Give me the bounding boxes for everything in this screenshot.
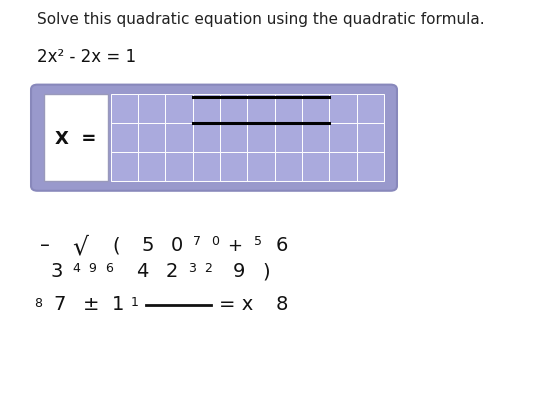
Text: 0: 0 [171,236,184,255]
Bar [275,124,302,153]
Bar [111,124,138,153]
Bar [247,153,275,182]
Bar [111,153,138,182]
Text: 8: 8 [276,294,288,313]
Bar [302,95,330,124]
Text: 8: 8 [34,297,42,310]
Text: 2: 2 [166,262,178,281]
Text: 6: 6 [105,262,113,275]
Text: 5: 5 [254,235,262,248]
Bar [247,95,275,124]
Bar [165,153,193,182]
Text: ): ) [262,262,270,281]
Bar [275,153,302,182]
Bar [220,95,247,124]
Bar [247,124,275,153]
Text: ±: ± [83,294,100,313]
Text: 6: 6 [276,236,288,255]
Text: 9: 9 [88,262,96,275]
Bar [220,124,247,153]
FancyBboxPatch shape [31,85,397,191]
Text: Solve this quadratic equation using the quadratic formula.: Solve this quadratic equation using the … [37,12,485,27]
Text: 4: 4 [136,262,149,281]
Text: (: ( [112,236,120,255]
Bar [44,95,108,182]
Bar [357,124,384,153]
Bar [330,95,357,124]
Text: 1: 1 [131,295,139,308]
Bar [165,95,193,124]
Text: √: √ [72,235,88,259]
Bar [220,153,247,182]
Text: –: – [40,236,50,255]
Bar [302,153,330,182]
Bar [275,95,302,124]
Text: 0: 0 [211,235,219,248]
Text: 3: 3 [188,262,196,275]
Bar [193,95,220,124]
Bar [165,124,193,153]
Bar [193,124,220,153]
Text: 7: 7 [193,235,201,248]
Text: 4: 4 [72,262,80,275]
Bar [357,153,384,182]
Bar [138,124,165,153]
Text: 7: 7 [54,294,66,313]
Bar [193,153,220,182]
Text: 2x² - 2x = 1: 2x² - 2x = 1 [37,48,136,66]
Text: 2: 2 [204,262,212,275]
Text: = x: = x [219,294,254,313]
Bar [138,153,165,182]
Bar [111,95,138,124]
Text: +: + [227,237,242,255]
Bar [330,124,357,153]
Bar [302,124,330,153]
Bar [357,95,384,124]
Text: 9: 9 [233,262,245,281]
Text: 5: 5 [142,236,154,255]
Bar [330,153,357,182]
Bar [138,95,165,124]
Text: X  =: X = [55,130,97,147]
Text: 1: 1 [112,294,125,313]
Text: 3: 3 [51,262,63,281]
